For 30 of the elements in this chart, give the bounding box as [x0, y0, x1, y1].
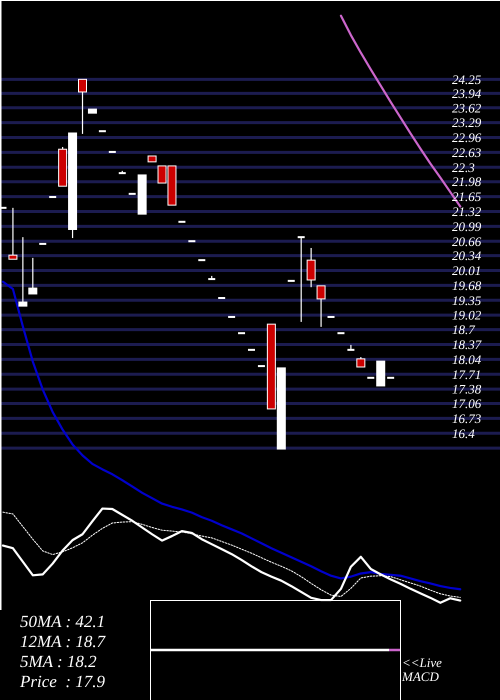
y-tick-label: 18.04 — [452, 352, 482, 367]
y-tick-label: 23.94 — [452, 86, 482, 101]
y-tick-label: 22.96 — [452, 130, 482, 146]
text: 5MA : 18.2 — [20, 652, 98, 672]
y-tick-label: 20.34 — [452, 248, 482, 264]
y-tick-label: 19.02 — [452, 308, 482, 323]
y-tick-label: 20.99 — [452, 218, 482, 234]
y-tick-label: 20.66 — [452, 234, 482, 249]
y-tick-label: 17.38 — [452, 382, 482, 397]
y-tick-label: 18.7 — [452, 322, 476, 338]
text: 12MA : 18.7 — [20, 632, 106, 652]
text: Price : 17.9 — [20, 672, 106, 692]
y-tick-label: 16.73 — [452, 410, 482, 426]
y-tick-label: 19.68 — [452, 278, 482, 293]
y-tick-label: 23.62 — [452, 100, 482, 116]
y-tick-label: 21.32 — [452, 204, 482, 219]
y-tick-label: 17.06 — [452, 396, 482, 412]
y-tick-label: 24.25 — [452, 72, 482, 87]
y-tick-label: 18.37 — [452, 337, 482, 352]
y-tick-label: 21.98 — [452, 174, 482, 190]
text: <<Live MACD — [402, 655, 443, 684]
y-tick-label: 22.3 — [452, 160, 476, 175]
y-tick-label: 22.63 — [452, 144, 482, 160]
y-tick-label: 20.01 — [452, 263, 482, 278]
y-tick-label: 17.71 — [452, 366, 482, 382]
y-tick-label: 19.35 — [452, 292, 482, 308]
y-tick-label: 16.4 — [452, 426, 476, 441]
y-tick-label: 23.29 — [452, 115, 482, 130]
text: 50MA : 42.1 — [20, 612, 106, 632]
candlestick — [298, 236, 305, 323]
